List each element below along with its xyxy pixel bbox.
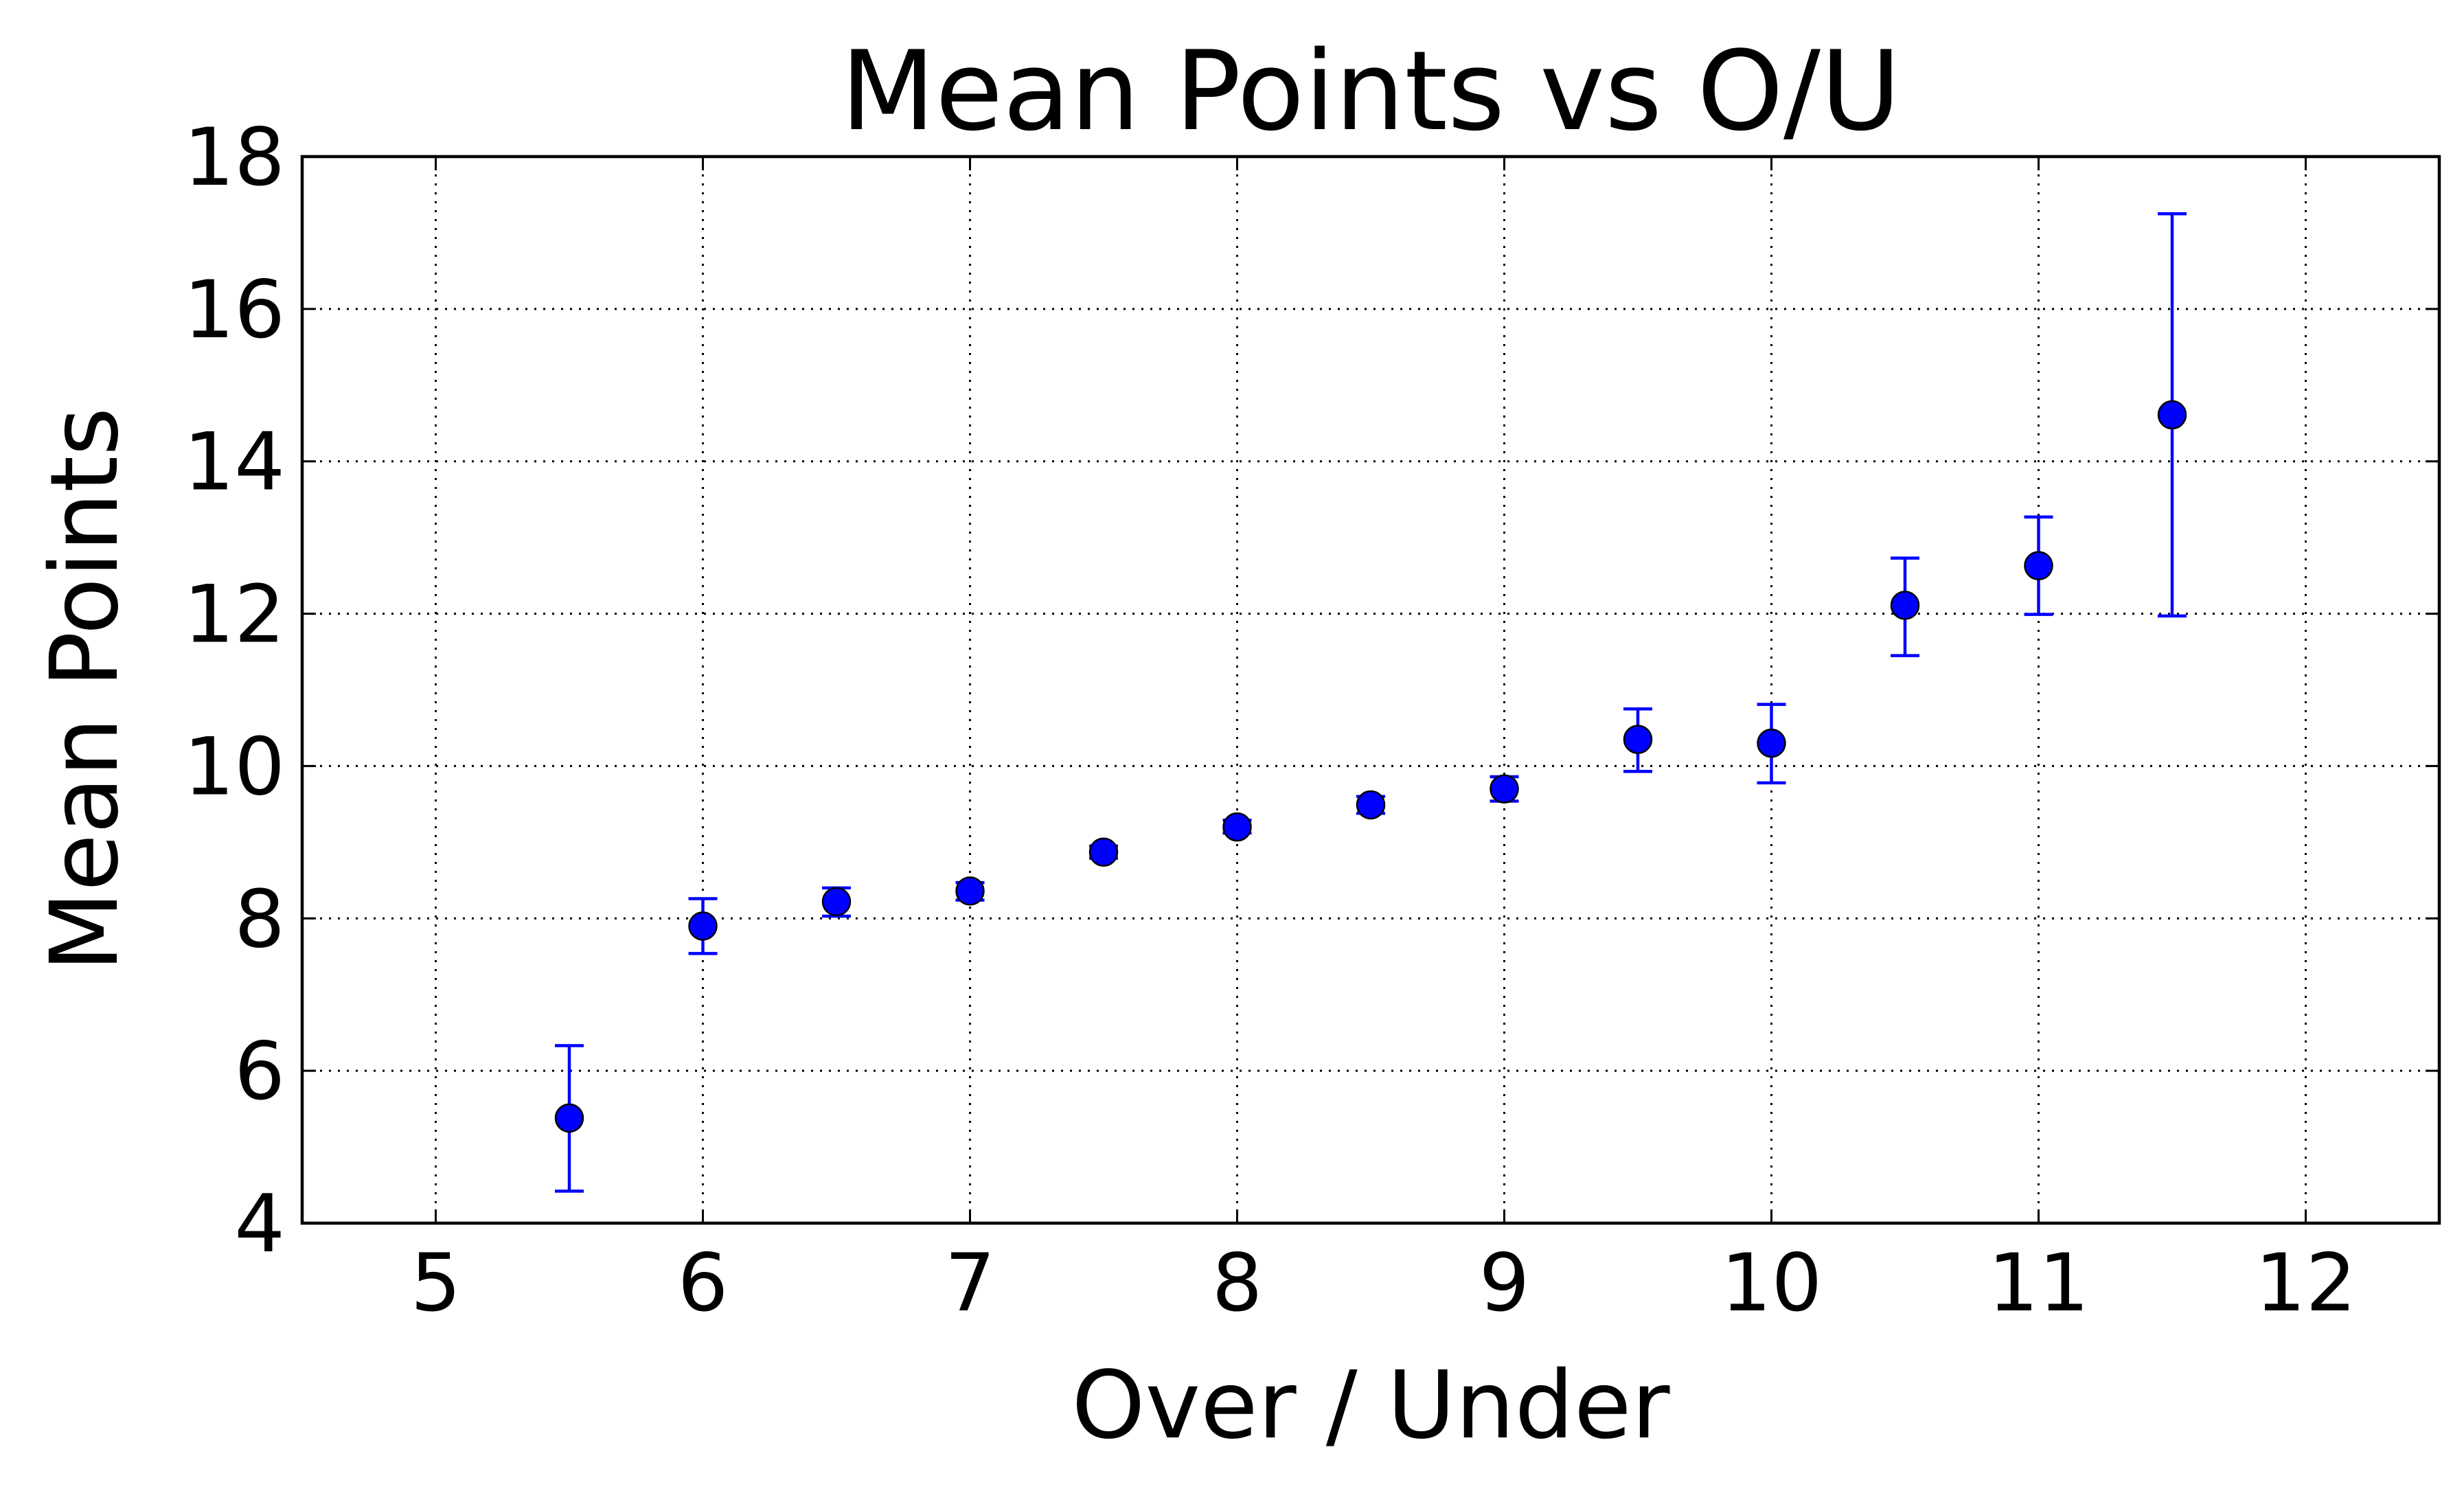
x-tick-label: 5 — [411, 1237, 461, 1330]
chart-title: Mean Points vs O/U — [841, 27, 1901, 155]
y-axis-title: Mean Points — [31, 407, 139, 972]
data-point — [2024, 551, 2053, 580]
y-tick-label: 6 — [234, 1025, 285, 1118]
plot-frame — [300, 155, 2441, 1225]
x-tick-label: 10 — [1721, 1237, 1823, 1330]
y-tick-label: 14 — [183, 416, 285, 509]
data-points — [554, 400, 2187, 1133]
data-point — [955, 876, 985, 906]
data-point — [2157, 400, 2187, 430]
data-point — [688, 911, 718, 941]
data-point — [1088, 837, 1119, 867]
data-point — [1757, 728, 1786, 758]
data-point — [1356, 790, 1386, 820]
y-tick-label: 10 — [183, 720, 285, 813]
x-axis-ticks: 5 6 7 8 9 10 11 12 — [411, 157, 2357, 1330]
y-axis-ticks: 4 6 8 10 12 14 16 18 — [183, 111, 2439, 1271]
y-tick-label: 12 — [183, 569, 285, 661]
x-tick-label: 7 — [945, 1237, 996, 1330]
y-tick-label: 4 — [234, 1178, 285, 1271]
data-point — [1490, 774, 1519, 804]
x-tick-label: 8 — [1212, 1237, 1263, 1330]
x-tick-label: 9 — [1479, 1237, 1530, 1330]
data-point — [1623, 725, 1653, 754]
y-tick-label: 18 — [183, 111, 285, 204]
x-tick-label: 6 — [678, 1237, 729, 1330]
data-point — [554, 1103, 584, 1133]
y-tick-label: 16 — [183, 264, 285, 356]
x-axis-title: Over / Under — [1071, 1352, 1669, 1460]
x-tick-label: 12 — [2255, 1237, 2357, 1330]
x-tick-label: 11 — [1988, 1237, 2090, 1330]
data-point — [1222, 812, 1252, 842]
data-point — [1890, 591, 1920, 620]
data-point — [821, 887, 852, 917]
y-tick-label: 8 — [234, 873, 285, 966]
